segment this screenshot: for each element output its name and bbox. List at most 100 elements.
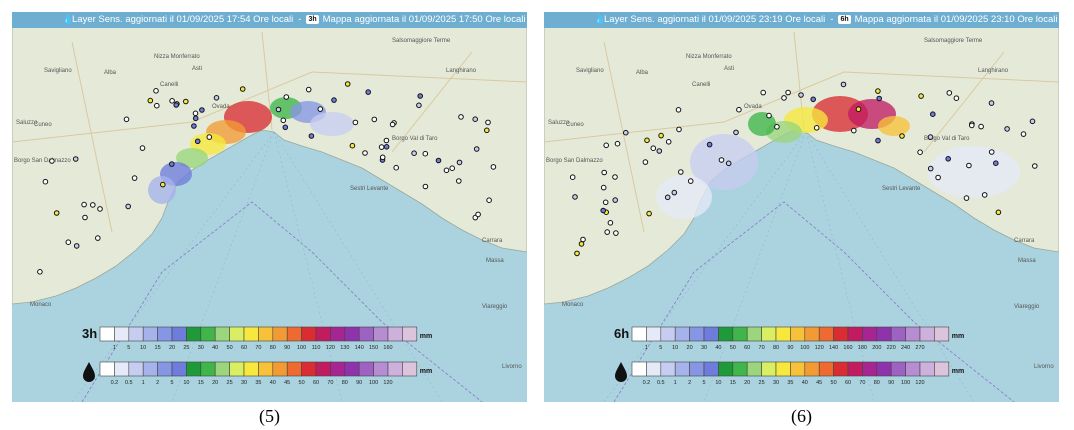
rain-gauge-marker[interactable] [352, 119, 359, 126]
rain-gauge-marker[interactable] [935, 174, 941, 181]
rain-gauge-marker[interactable] [422, 150, 429, 157]
rain-gauge-marker[interactable] [988, 100, 995, 106]
map-canvas[interactable]: Monaco Cuneo Borgo San Dalmazzo Savigliano A… [544, 12, 1059, 402]
rain-gauge-marker[interactable] [766, 112, 772, 119]
rain-gauge-marker[interactable] [443, 167, 450, 174]
map-canvas[interactable]: Monaco Cuneo Borgo San Dalmazzo Savigliano A… [12, 12, 527, 402]
rain-gauge-marker[interactable] [612, 197, 618, 203]
rain-gauge-marker[interactable] [607, 220, 614, 226]
rain-gauge-marker[interactable] [572, 194, 578, 200]
rain-gauge-marker[interactable] [456, 178, 462, 184]
rain-gauge-marker[interactable] [379, 154, 386, 161]
rain-gauge-marker[interactable] [317, 106, 324, 112]
rain-gauge-marker[interactable] [173, 102, 179, 108]
rain-gauge-marker[interactable] [154, 102, 160, 109]
rain-gauge-marker[interactable] [875, 88, 881, 94]
rain-gauge-marker[interactable] [213, 95, 220, 101]
rain-gauge-marker[interactable] [90, 202, 96, 208]
rain-gauge-marker[interactable] [569, 174, 576, 180]
rain-gauge-marker[interactable] [574, 250, 580, 257]
rain-gauge-marker[interactable] [194, 138, 201, 145]
rain-gauge-marker[interactable] [664, 194, 671, 201]
rain-gauge-marker[interactable] [840, 81, 847, 88]
rain-gauge-marker[interactable] [416, 102, 422, 109]
rain-gauge-marker[interactable] [139, 145, 146, 151]
rain-gauge-marker[interactable] [331, 97, 337, 103]
rain-gauge-marker[interactable] [53, 210, 60, 216]
rain-gauge-marker[interactable] [484, 127, 490, 134]
rain-gauge-marker[interactable] [614, 140, 621, 147]
rain-gauge-marker[interactable] [192, 115, 199, 122]
rain-gauge-marker[interactable] [601, 169, 608, 176]
rain-gauge-marker[interactable] [810, 96, 817, 103]
rain-gauge-marker[interactable] [192, 110, 199, 117]
rain-gauge-marker[interactable] [473, 146, 480, 152]
rain-gauge-marker[interactable] [600, 184, 607, 191]
rain-gauge-marker[interactable] [456, 159, 463, 166]
rain-gauge-marker[interactable] [490, 164, 497, 170]
rain-gauge-marker[interactable] [600, 207, 607, 214]
rain-gauge-marker[interactable] [875, 137, 881, 144]
rain-gauge-marker[interactable] [1032, 163, 1038, 169]
rain-gauge-marker[interactable] [458, 114, 464, 120]
rain-gauge-marker[interactable] [706, 141, 713, 148]
rain-gauge-marker[interactable] [123, 116, 130, 123]
rain-gauge-marker[interactable] [475, 211, 481, 218]
rain-gauge-marker[interactable] [650, 145, 657, 151]
rain-gauge-marker[interactable] [930, 111, 936, 117]
rain-gauge-marker[interactable] [169, 161, 175, 167]
rain-gauge-marker[interactable] [656, 148, 663, 154]
rain-gauge-marker[interactable] [1004, 126, 1010, 132]
rain-gauge-marker[interactable] [95, 235, 101, 241]
rain-gauge-marker[interactable] [876, 95, 883, 102]
rain-gauge-marker[interactable] [160, 181, 166, 188]
rain-gauge-marker[interactable] [73, 243, 80, 249]
rain-gauge-marker[interactable] [378, 144, 385, 150]
rain-gauge-marker[interactable] [995, 209, 1002, 216]
rain-gauge-marker[interactable] [1020, 131, 1027, 137]
rain-gauge-marker[interactable] [417, 93, 424, 99]
rain-gauge-marker[interactable] [963, 195, 970, 201]
rain-gauge-marker[interactable] [580, 236, 586, 243]
rain-gauge-marker[interactable] [97, 206, 103, 212]
rain-gauge-marker[interactable] [675, 107, 682, 113]
rain-gauge-marker[interactable] [604, 229, 611, 235]
rain-gauge-marker[interactable] [393, 164, 400, 171]
rain-gauge-marker[interactable] [760, 89, 766, 96]
map-panel[interactable]: Monaco Cuneo Borgo San Dalmazzo Savigliano A… [544, 12, 1059, 402]
rain-gauge-marker[interactable] [147, 97, 154, 104]
map-panel[interactable]: Monaco Cuneo Borgo San Dalmazzo Savigliano A… [12, 12, 527, 402]
rain-gauge-marker[interactable] [687, 178, 694, 184]
rain-gauge-marker[interactable] [65, 239, 72, 245]
rain-gauge-marker[interactable] [612, 174, 618, 180]
rain-gauge-marker[interactable] [282, 124, 289, 131]
rain-gauge-marker[interactable] [813, 125, 820, 131]
rain-gauge-marker[interactable] [42, 178, 49, 185]
rain-gauge-marker[interactable] [383, 144, 390, 150]
rain-gauge-marker[interactable] [917, 149, 923, 155]
rain-gauge-marker[interactable] [131, 175, 138, 181]
rain-gauge-marker[interactable] [781, 95, 787, 101]
rain-gauge-marker[interactable] [988, 149, 995, 155]
rain-gauge-marker[interactable] [993, 160, 999, 166]
rain-gauge-marker[interactable] [785, 89, 791, 96]
rain-gauge-marker[interactable] [82, 214, 88, 221]
rain-gauge-marker[interactable] [472, 116, 479, 122]
rain-gauge-marker[interactable] [733, 129, 739, 136]
rain-gauge-marker[interactable] [389, 121, 396, 128]
rain-gauge-marker[interactable] [199, 107, 205, 113]
rain-gauge-marker[interactable] [191, 123, 197, 129]
rain-gauge-marker[interactable] [206, 134, 213, 140]
rain-gauge-marker[interactable] [946, 90, 953, 96]
rain-gauge-marker[interactable] [855, 106, 862, 112]
rain-gauge-marker[interactable] [308, 133, 315, 139]
rain-gauge-marker[interactable] [411, 150, 417, 156]
rain-gauge-marker[interactable] [305, 86, 312, 93]
rain-gauge-marker[interactable] [344, 81, 351, 87]
rain-gauge-marker[interactable] [365, 89, 372, 95]
rain-gauge-marker[interactable] [280, 117, 287, 124]
rain-gauge-marker[interactable] [371, 116, 378, 123]
rain-gauge-marker[interactable] [644, 137, 650, 144]
rain-gauge-marker[interactable] [603, 142, 610, 149]
rain-gauge-marker[interactable] [449, 165, 456, 171]
